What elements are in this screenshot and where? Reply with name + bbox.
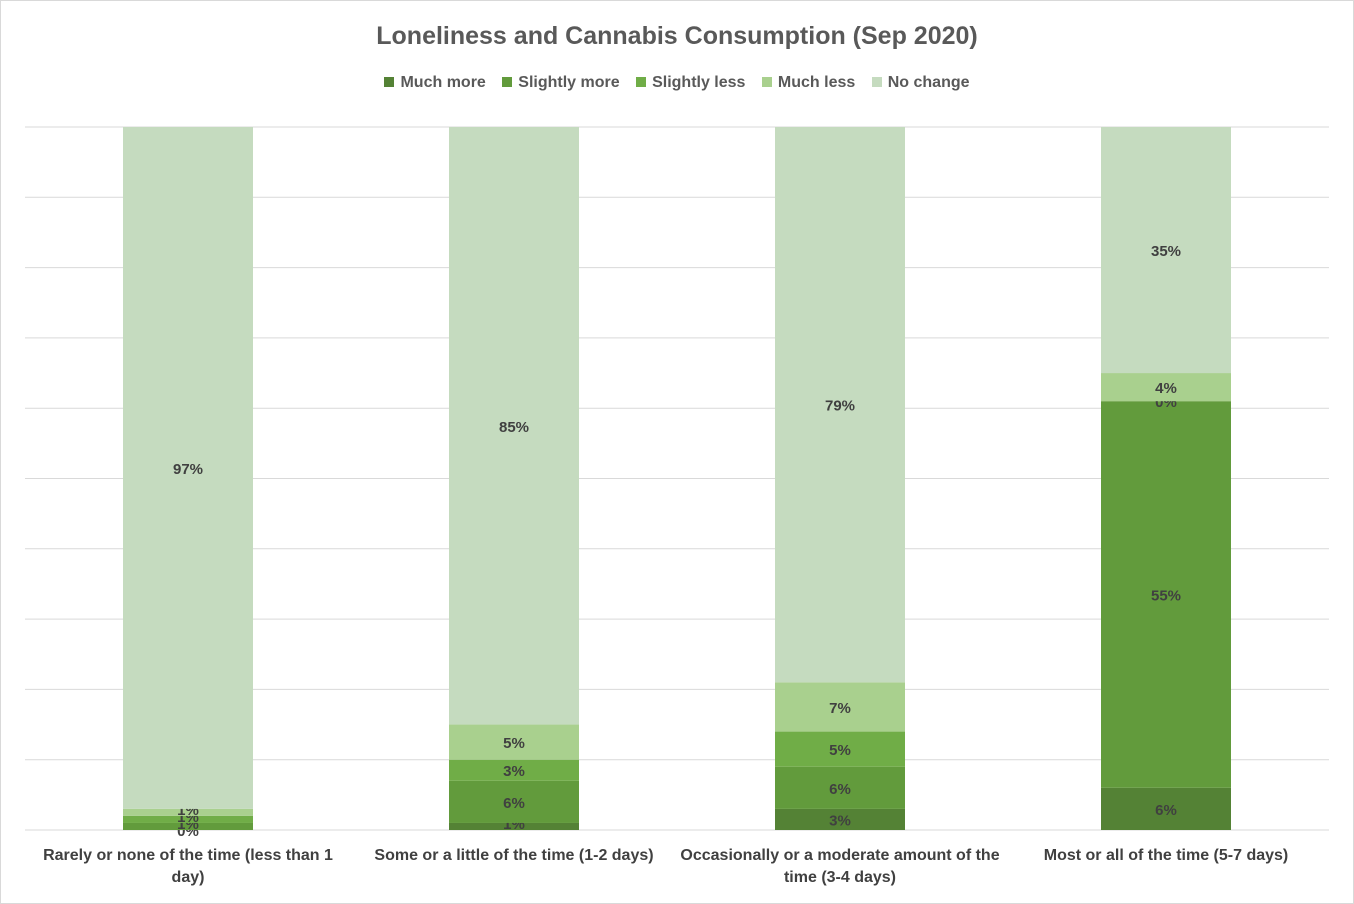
data-label-slightly-less-1: 3% — [503, 763, 525, 780]
category-label-most: Most or all of the time (5-7 days) — [1043, 847, 1289, 864]
bar-segment-slightly-less-1 — [449, 759, 579, 781]
data-label-much-less-1: 5% — [503, 735, 525, 752]
legend-item-no-change: No change — [871, 74, 970, 92]
legend-swatch-no-change — [871, 77, 882, 87]
legend-swatch-slightly-more — [502, 77, 513, 87]
legend-label-slightly-less: Slightly less — [652, 74, 746, 91]
legend-label-much-less: Much less — [777, 74, 856, 91]
category-label-some: Some or a little of the time (1-2 days) — [374, 847, 654, 864]
legend-swatch-much-less — [761, 77, 772, 87]
bar-segment-much-less-2 — [775, 682, 905, 732]
data-label-much-less-2: 7% — [829, 700, 851, 717]
data-label-slightly-less-2: 5% — [829, 742, 851, 759]
bar-segment-slightly-less-2 — [775, 731, 905, 767]
legend-swatch-much-more — [384, 77, 395, 87]
bar-segment-slightly-more-3 — [1101, 401, 1231, 788]
data-label-much-more-3: 6% — [1155, 802, 1177, 819]
bar-segment-slightly-more-0 — [123, 822, 253, 830]
bar-segment-no-change-1 — [449, 127, 579, 725]
legend-label-much-more: Much more — [400, 74, 486, 91]
legend-label-no-change: No change — [887, 74, 970, 91]
bar-segment-slightly-more-1 — [449, 780, 579, 823]
legend-label-slightly-more: Slightly more — [518, 74, 620, 91]
bar-segment-much-less-3 — [1101, 373, 1231, 402]
bar-segment-no-change-2 — [775, 127, 905, 683]
data-label-slightly-more-1: 6% — [503, 795, 525, 812]
bar-segment-no-change-3 — [1101, 127, 1231, 374]
legend-item-much-less: Much less — [761, 74, 856, 92]
legend-item-slightly-less: Slightly less — [636, 74, 745, 92]
bar-segment-much-more-3 — [1101, 787, 1231, 830]
legend-item-slightly-more: Slightly more — [502, 74, 620, 92]
chart-title: Loneliness and Cannabis Consumption (Sep… — [376, 22, 978, 50]
data-label-no-change-2: 79% — [825, 398, 855, 415]
bar-segment-much-less-1 — [449, 724, 579, 760]
legend: Much more Slightly more Slightly less Mu… — [0, 74, 1354, 92]
legend-swatch-slightly-less — [636, 77, 647, 87]
data-label-much-more-2: 3% — [829, 812, 851, 829]
bar-segment-much-more-2 — [775, 808, 905, 830]
data-label-no-change-1: 85% — [499, 419, 529, 436]
data-label-slightly-more-3: 55% — [1151, 587, 1181, 604]
category-label-occasionally: Occasionally or a moderate amount of the… — [680, 847, 1000, 886]
bar-segment-much-less-0 — [123, 808, 253, 816]
bar-segment-no-change-0 — [123, 127, 253, 809]
bar-segment-slightly-more-2 — [775, 766, 905, 809]
category-label-rarely: Rarely or none of the time (less than 1 … — [43, 847, 333, 886]
bar-segment-slightly-less-0 — [123, 815, 253, 823]
data-label-no-change-0: 97% — [173, 461, 203, 478]
data-label-slightly-more-2: 6% — [829, 781, 851, 798]
bar-segment-much-more-1 — [449, 822, 579, 830]
data-label-no-change-3: 35% — [1151, 243, 1181, 260]
data-label-much-less-3: 4% — [1155, 380, 1177, 397]
legend-item-much-more: Much more — [384, 74, 486, 92]
